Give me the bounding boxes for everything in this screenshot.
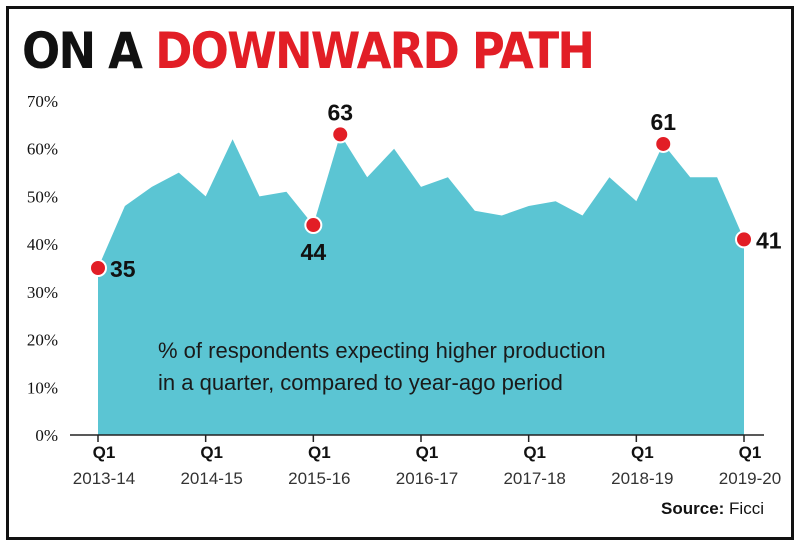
x-tick-quarter: Q1 <box>200 443 223 462</box>
x-tick-quarter: Q1 <box>739 443 762 462</box>
y-tick-label: 60% <box>27 140 58 159</box>
x-tick-year: 2016-17 <box>396 469 458 488</box>
y-tick-label: 20% <box>27 331 58 350</box>
y-tick-label: 70% <box>27 92 58 111</box>
highlight-dot <box>331 125 350 144</box>
x-tick-year: 2019-20 <box>719 469 781 488</box>
y-tick-label: 10% <box>27 378 58 397</box>
x-tick-year: 2018-19 <box>611 469 673 488</box>
source-label: Source: <box>661 499 725 518</box>
x-tick-year: 2014-15 <box>180 469 242 488</box>
y-tick-label: 30% <box>27 283 58 302</box>
data-label: 44 <box>301 239 327 265</box>
highlight-dot <box>304 216 323 235</box>
annotation: % of respondents expecting higher produc… <box>158 338 606 395</box>
highlight-dot <box>654 134 673 153</box>
x-tick-quarter: Q1 <box>631 443 654 462</box>
chart-title: ON A DOWNWARD PATH <box>22 26 595 76</box>
data-label: 63 <box>327 99 353 125</box>
data-label: 41 <box>756 227 782 253</box>
y-tick-label: 0% <box>35 426 58 445</box>
x-tick-year: 2015-16 <box>288 469 350 488</box>
title-part-2: DOWNWARD PATH <box>155 22 595 80</box>
area-series <box>98 134 744 435</box>
annotation-line-2: in a quarter, compared to year-ago perio… <box>158 370 563 395</box>
data-label: 35 <box>110 256 136 282</box>
highlight-dot <box>735 230 753 249</box>
source-note: Source: Ficci <box>661 499 764 519</box>
x-tick-quarter: Q1 <box>308 443 331 462</box>
x-tick-quarter: Q1 <box>93 443 116 462</box>
x-tick-quarter: Q1 <box>523 443 546 462</box>
y-tick-label: 50% <box>27 187 58 206</box>
data-label: 61 <box>650 109 676 135</box>
highlight-markers: 35 44 63 61 41 <box>89 99 782 282</box>
source-value: Ficci <box>729 499 764 518</box>
x-tick-quarter: Q1 <box>416 443 439 462</box>
x-axis-ticks: Q1 2013-14 Q1 2014-15 Q1 2015-16 Q1 2016-17 Q1 20… <box>73 435 781 488</box>
y-axis-labels: 0% 10% 20% 30% 40% 50% 60% 70% <box>27 92 58 445</box>
highlight-dot <box>89 259 107 277</box>
x-tick-year: 2013-14 <box>73 469 135 488</box>
title-part-1: ON A <box>22 22 143 80</box>
y-tick-label: 40% <box>27 235 58 254</box>
x-tick-year: 2017-18 <box>503 469 565 488</box>
annotation-line-1: % of respondents expecting higher produc… <box>158 338 606 363</box>
